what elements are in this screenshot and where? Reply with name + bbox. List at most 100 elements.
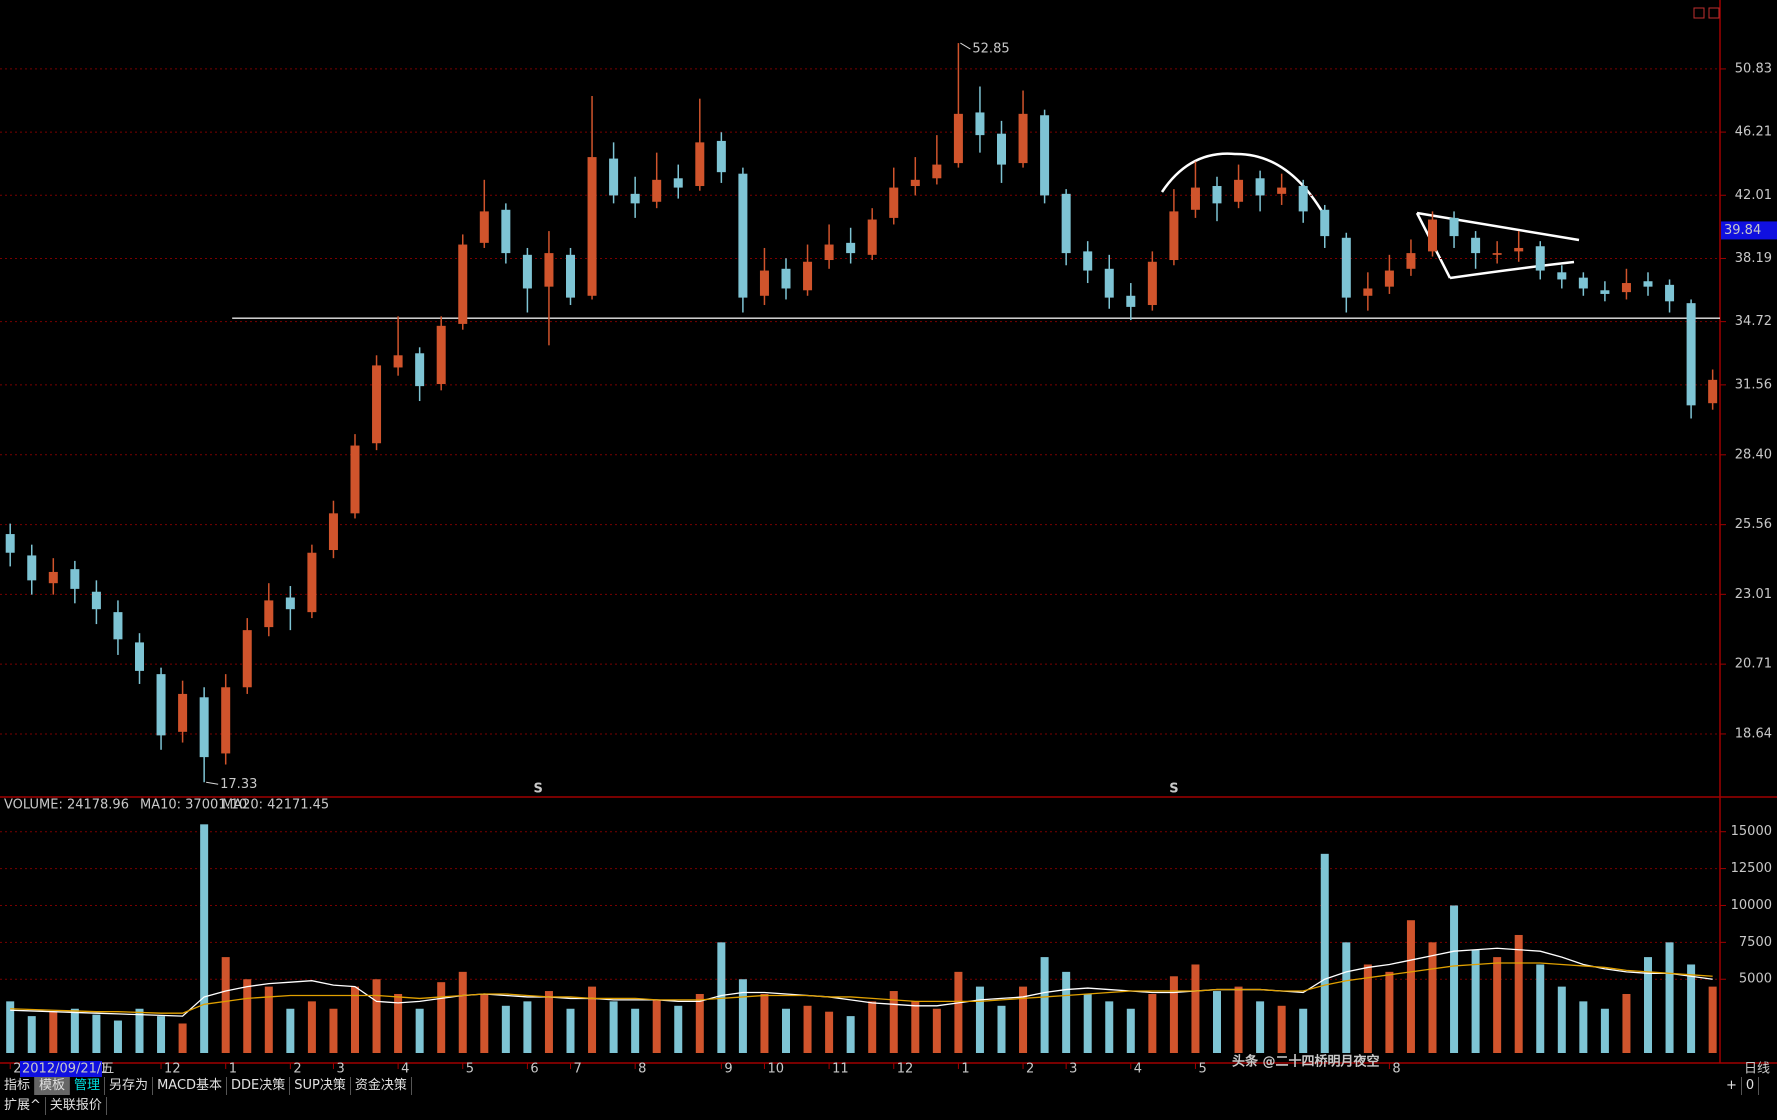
ma-line <box>10 947 1713 1017</box>
candle-body <box>1190 187 1200 210</box>
volume-bar <box>609 1001 618 1053</box>
x-tick-label: 3 <box>1069 1062 1077 1077</box>
candle-body <box>1621 283 1631 293</box>
volume-bar <box>523 1001 532 1053</box>
volume-bar <box>394 993 403 1053</box>
tab[interactable]: 模板 <box>35 1077 71 1095</box>
volume-bar <box>113 1020 122 1053</box>
candle-body <box>695 142 705 187</box>
candle-body <box>1212 186 1222 204</box>
candle-body <box>673 178 683 188</box>
candle-body <box>1169 211 1179 261</box>
candle-body <box>1578 277 1588 289</box>
candle-body <box>1363 288 1373 296</box>
candle-body <box>1277 187 1287 194</box>
volume-bar <box>1406 920 1415 1053</box>
x-tick-label: 3 <box>336 1062 344 1077</box>
candle-body <box>759 270 769 296</box>
volume-bar <box>1665 942 1674 1053</box>
candle-body <box>522 254 532 289</box>
candle-body <box>889 187 899 218</box>
candle-body <box>1104 268 1114 298</box>
tab[interactable]: 扩展^ <box>0 1097 46 1115</box>
cursor-date: 2012/09/21/五 <box>22 1062 114 1077</box>
candle-body <box>328 513 338 551</box>
candle-body <box>1341 237 1351 298</box>
y-tick-label: 20.71 <box>1735 657 1772 672</box>
x-tick-label: 5 <box>466 1062 474 1077</box>
volume-bar <box>1622 993 1631 1053</box>
tab[interactable]: 管理 <box>70 1077 106 1095</box>
candle-body <box>221 687 231 754</box>
y-tick-label: 31.56 <box>1735 377 1772 392</box>
bottom-toolbar: 扩展^ 关联报价 <box>0 1097 107 1115</box>
volume-bar <box>1105 1001 1114 1053</box>
x-tick-label: 1 <box>99 1062 107 1077</box>
volume-bar <box>1083 993 1092 1053</box>
candle-body <box>544 253 554 287</box>
x-tick-label: 1 <box>229 1062 237 1077</box>
candle-body <box>609 158 619 196</box>
volume-bar <box>1579 1001 1588 1053</box>
volume-bar <box>70 1008 79 1053</box>
volume-bar <box>200 824 209 1053</box>
volume-bar <box>1277 1005 1286 1053</box>
signal-marker: S <box>533 782 542 797</box>
volume-bar <box>6 1001 15 1053</box>
candle-body <box>264 600 274 628</box>
tab[interactable]: 资金决策 <box>351 1077 412 1095</box>
volume-bar <box>760 993 769 1053</box>
corner-button[interactable]: + <box>1722 1077 1742 1095</box>
candle-body <box>630 193 640 204</box>
tab[interactable]: MACD基本 <box>153 1077 228 1095</box>
x-tick-label: 8 <box>638 1062 646 1077</box>
candle-body <box>1449 217 1459 237</box>
tab[interactable]: 指标 <box>0 1077 36 1095</box>
candle-body <box>350 445 360 514</box>
candle-body <box>1557 272 1567 280</box>
tab[interactable]: DDE决策 <box>227 1077 291 1095</box>
volume-bar <box>437 982 446 1053</box>
signal-marker: S <box>1169 782 1178 797</box>
candle-body <box>1471 237 1481 254</box>
volume-bar <box>911 1001 920 1053</box>
window-icon[interactable] <box>1708 7 1720 19</box>
volume-bar <box>243 979 252 1053</box>
volume-bar <box>1062 971 1071 1053</box>
x-tick-label: 12 <box>897 1062 914 1077</box>
candle-body <box>1708 379 1718 404</box>
volume-bar <box>889 991 898 1053</box>
candle-body <box>1083 251 1093 271</box>
candle-body <box>458 244 468 324</box>
volume-bar <box>27 1016 36 1053</box>
y-tick-label: 38.19 <box>1735 251 1772 266</box>
volume-bar <box>480 993 489 1053</box>
tab[interactable]: SUP决策 <box>290 1077 351 1095</box>
candle-body <box>178 693 188 732</box>
tab[interactable]: 关联报价 <box>46 1097 107 1115</box>
candle-body <box>1535 246 1545 271</box>
volume-bar <box>825 1011 834 1053</box>
candle-body <box>1018 113 1028 164</box>
candle-body <box>199 697 209 758</box>
volume-bar <box>975 986 984 1053</box>
y-tick-label: 28.40 <box>1735 447 1772 462</box>
y-tick-label: 25.56 <box>1735 517 1772 532</box>
volume-bar <box>286 1008 295 1053</box>
volume-bar <box>1256 1001 1265 1053</box>
candle-body <box>781 268 791 289</box>
corner-button[interactable]: 0 <box>1742 1077 1760 1095</box>
volume-bar <box>1514 934 1523 1053</box>
candle-body <box>997 133 1006 165</box>
window-icon[interactable] <box>1693 7 1705 19</box>
candle-body <box>846 242 856 254</box>
candle-body <box>824 244 834 261</box>
candle-body <box>587 157 597 296</box>
volume-bar <box>695 993 704 1053</box>
candle-body <box>1061 193 1071 254</box>
candle-body <box>1320 209 1330 237</box>
candle-body <box>1643 281 1653 287</box>
candle-body <box>1384 270 1394 287</box>
tab[interactable]: 另存为 <box>105 1077 154 1095</box>
